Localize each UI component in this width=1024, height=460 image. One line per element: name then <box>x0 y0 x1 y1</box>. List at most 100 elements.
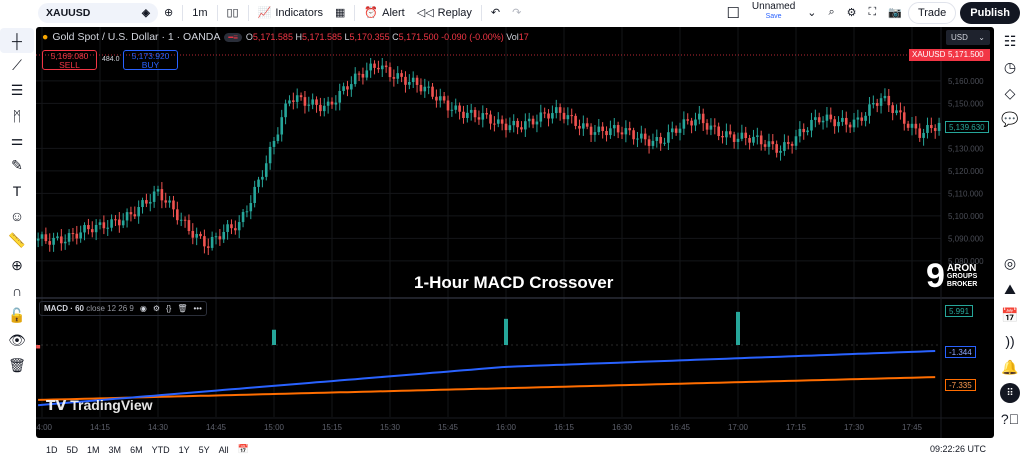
calendar-button[interactable]: 📅 <box>996 302 1024 328</box>
range-1y[interactable]: 1Y <box>178 444 190 455</box>
candle <box>759 135 763 145</box>
trendline-tool[interactable]: ⟋ <box>0 53 34 78</box>
horizontal-lines-tool[interactable]: ☰ <box>0 78 34 103</box>
delete-tool[interactable]: 🗑 <box>0 353 34 378</box>
legend-toggle[interactable]: ━≡ <box>224 32 242 42</box>
sell-button[interactable]: 5,169.080 SELL <box>42 50 97 70</box>
candle <box>887 95 891 106</box>
eye-icon[interactable]: ◈ <box>141 6 150 19</box>
indicators-button[interactable]: 📈 Indicators <box>257 6 324 20</box>
candle <box>90 229 94 233</box>
candle <box>94 224 98 233</box>
undo-button[interactable]: ↶ <box>485 2 506 24</box>
price-tick-label: 5,090.000 <box>948 234 984 243</box>
candle <box>210 236 214 248</box>
candle <box>257 179 260 187</box>
range-5y[interactable]: 5Y <box>198 444 210 455</box>
replay-button[interactable]: ◁◁ Replay <box>416 6 472 20</box>
currency-select[interactable]: USD ⌄ <box>946 30 990 45</box>
visibility-tool[interactable]: 👁 <box>0 328 34 353</box>
chart-area[interactable]: 14:00 14:15 14:30 14:45 15:00 15:15 15:30 15:45… <box>36 27 994 438</box>
chart-canvas[interactable]: 14:00 14:15 14:30 14:45 15:00 15:15 15:30 15:45… <box>36 27 994 438</box>
trash-icon[interactable]: 🗑 <box>177 304 188 313</box>
candle <box>392 77 396 79</box>
trade-button[interactable]: Trade <box>907 1 957 24</box>
indicators-icon: 📈 <box>257 7 272 19</box>
redo-button[interactable]: ↷ <box>506 2 527 24</box>
lock-tool[interactable]: 🔓 <box>0 303 34 328</box>
ruler-icon: 📏 <box>8 232 26 248</box>
candle <box>520 127 523 130</box>
range-3m[interactable]: 3M <box>108 444 122 455</box>
plus-circle-icon: ⊕ <box>164 7 174 19</box>
range-all[interactable]: All <box>218 444 229 455</box>
crosshair-tool[interactable]: ┼ <box>0 28 34 53</box>
magnet-tool[interactable]: ∩ <box>0 278 34 303</box>
search-icon: ⌕ <box>828 6 835 18</box>
candle <box>551 113 554 119</box>
ideas-button[interactable]: ⛰ <box>996 276 1024 302</box>
candle <box>616 125 620 133</box>
candle <box>783 142 786 151</box>
watchlist-button[interactable]: ☷ <box>996 28 1024 54</box>
buy-button[interactable]: 5,173.920 BUY <box>123 50 178 70</box>
candle <box>860 117 864 121</box>
candle <box>578 125 581 129</box>
candle <box>79 232 82 239</box>
alert-button[interactable]: ⏰ Alert <box>364 6 405 20</box>
zoom-tool[interactable]: ⊕ <box>0 253 34 278</box>
range-ytd[interactable]: YTD <box>151 444 170 455</box>
help-button[interactable]: ?⃝ <box>996 406 1024 432</box>
range-1d[interactable]: 1D <box>46 444 58 455</box>
candle <box>601 126 604 132</box>
candle <box>817 117 821 123</box>
quick-search-button[interactable]: ⌕ <box>822 2 840 24</box>
settings-icon[interactable]: ⚙ <box>152 304 160 313</box>
publish-button[interactable]: Publish <box>960 1 1020 24</box>
source-code-icon[interactable]: {} <box>166 304 172 313</box>
candle <box>790 143 794 146</box>
ruler-tool[interactable]: 📏 <box>0 228 34 253</box>
candle <box>837 121 840 127</box>
candle <box>222 231 226 240</box>
brush-tool[interactable]: ✎ <box>0 153 34 178</box>
date-range-icon[interactable]: 📅 <box>237 444 249 454</box>
symbol-search[interactable]: XAUUSD ◈ <box>38 2 158 23</box>
forecast-tool[interactable]: ⚌ <box>0 128 34 153</box>
candle <box>230 224 233 229</box>
candle <box>500 119 504 124</box>
add-symbol-button[interactable]: ⊕ <box>158 2 179 24</box>
chat-button[interactable]: 💬 <box>996 106 1024 132</box>
layouts-button[interactable]: ▦ <box>329 2 351 24</box>
eye-icon[interactable]: ◉ <box>139 304 147 313</box>
notifications-button[interactable]: 🔔 <box>996 354 1024 380</box>
range-6m[interactable]: 6M <box>130 444 143 455</box>
stream-button[interactable]: )) <box>996 328 1024 354</box>
apps-button[interactable]: ⠿ <box>996 380 1024 406</box>
snapshot-button[interactable]: 📷 <box>882 2 908 24</box>
candle <box>933 128 937 131</box>
candle <box>442 96 446 101</box>
chart-type-button[interactable]: ▯▯ <box>221 2 245 24</box>
pattern-tool[interactable]: ᛗ <box>0 103 34 128</box>
range-5d[interactable]: 5D <box>66 444 79 455</box>
text-tool[interactable]: T <box>0 178 34 203</box>
layers-button[interactable]: ◇ <box>996 80 1024 106</box>
emoji-tool[interactable]: ☺ <box>0 203 34 228</box>
range-1m[interactable]: 1M <box>87 444 100 455</box>
fullscreen-button[interactable]: ⛶ <box>863 2 883 24</box>
layout-dropdown[interactable]: ⌄ <box>801 2 822 24</box>
candle <box>71 233 75 235</box>
settings-button[interactable]: ⚙ <box>841 2 863 24</box>
candle <box>280 117 284 135</box>
target-button[interactable]: ◎ <box>996 250 1024 276</box>
interval-button[interactable]: 1m <box>192 6 208 19</box>
layout-name-button[interactable]: Unnamed Save <box>751 0 796 20</box>
time-tick-label: 17:00 <box>728 423 749 432</box>
candle <box>346 86 349 90</box>
more-icon[interactable]: ••• <box>193 304 202 313</box>
layout-checkbox[interactable]: ☐ <box>720 2 745 24</box>
alerts-button[interactable]: ◷ <box>996 54 1024 80</box>
square-icon: ☐ <box>726 4 740 22</box>
macd-legend[interactable]: MACD · 60 close 12 26 9 ◉ ⚙{} 🗑 ••• <box>39 301 207 316</box>
